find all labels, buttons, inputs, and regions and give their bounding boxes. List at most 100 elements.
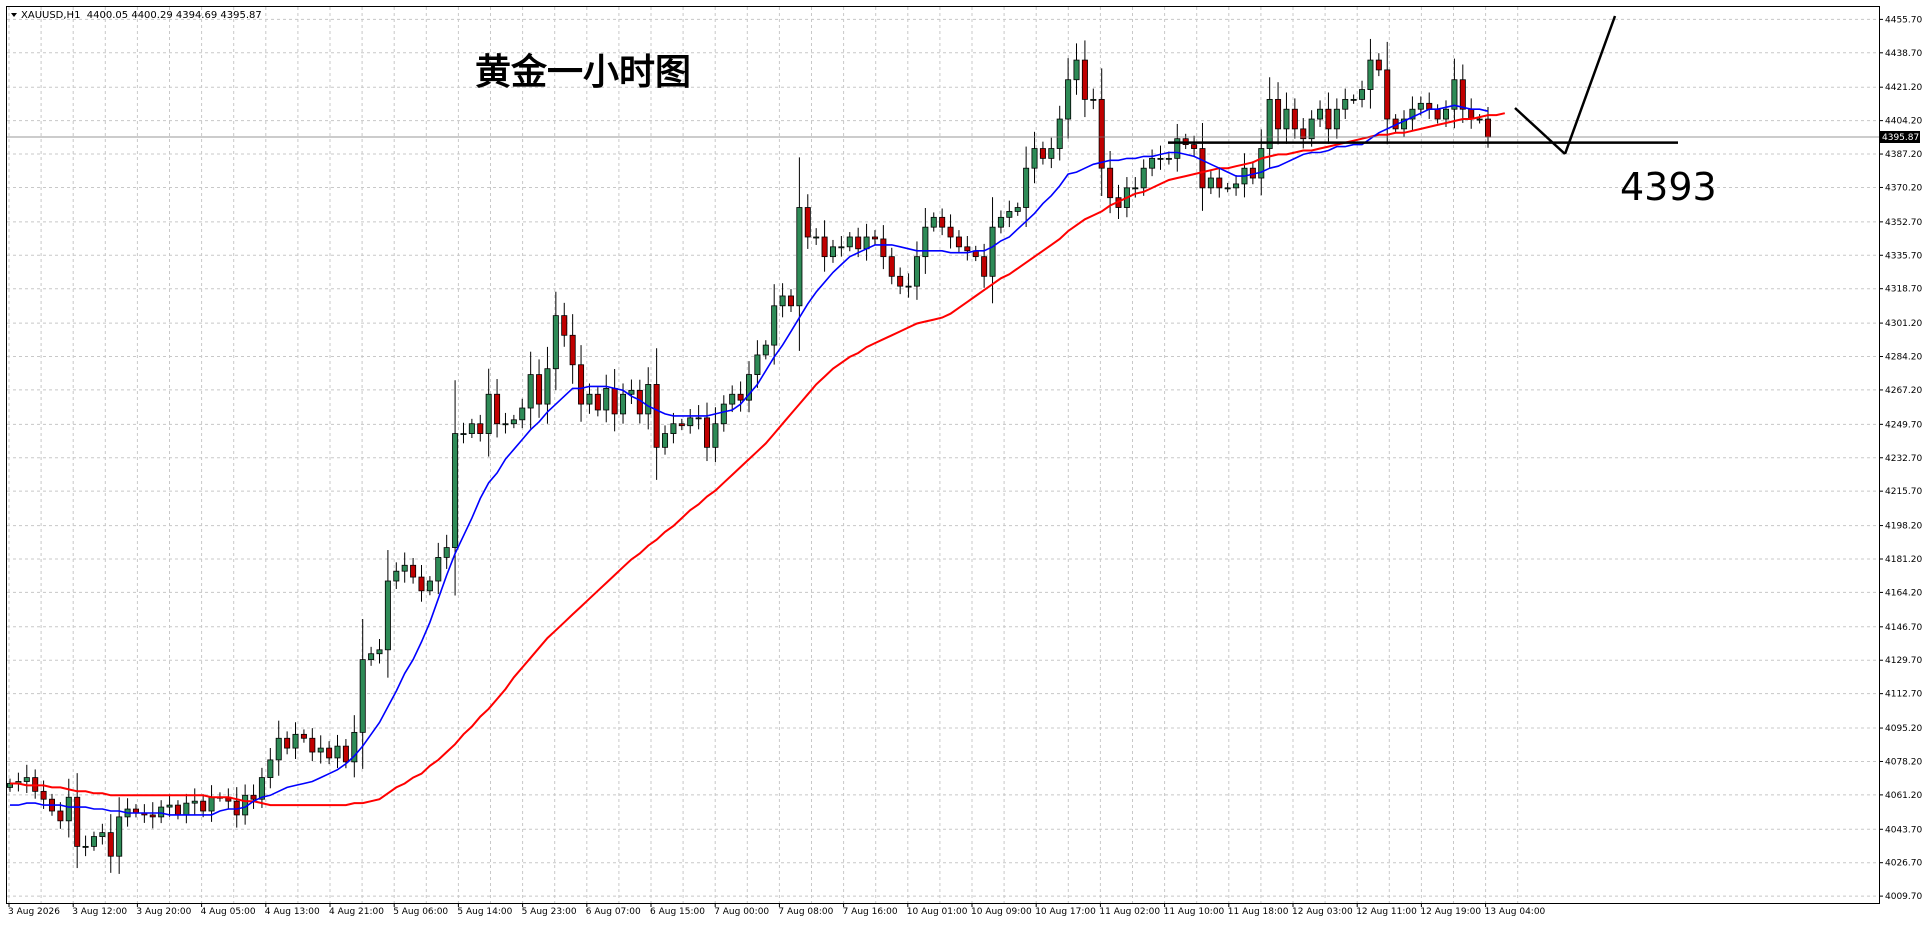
candle [955, 230, 962, 254]
projection-line-up[interactable] [1563, 15, 1617, 155]
candle [309, 728, 316, 762]
candle-body [452, 433, 459, 548]
candle [1081, 40, 1088, 118]
candle [745, 361, 753, 413]
candle [939, 208, 946, 236]
candle [1065, 58, 1072, 139]
candle-body [1140, 167, 1147, 189]
candle [485, 368, 492, 457]
candle [443, 534, 450, 569]
candle-body [158, 806, 165, 818]
candle [351, 715, 358, 778]
x-tick-label: 3 Aug 2026 [8, 907, 60, 917]
candlestick-series [6, 38, 1492, 874]
candle-body [804, 207, 811, 238]
candle [569, 314, 576, 384]
candle [578, 345, 585, 422]
candle-body [443, 547, 450, 558]
x-tick-label: 4 Aug 13:00 [265, 907, 320, 917]
candle [922, 208, 929, 274]
time-axis[interactable]: 3 Aug 2026 3 Aug 12:00 3 Aug 20:00 4 Aug 05… [8, 903, 1546, 917]
candle-body [871, 236, 878, 240]
candle-body [1384, 69, 1391, 120]
price-axis[interactable]: 4455.70 4438.70 4421.20 4404.20 4387.20 4370.… [1879, 15, 1922, 902]
candle [1107, 150, 1114, 214]
candle-body [426, 580, 433, 592]
candle [720, 395, 727, 432]
candle [821, 220, 828, 272]
candle [1073, 43, 1080, 95]
candle-body [1165, 157, 1172, 160]
candle-body [913, 256, 920, 287]
candle [762, 340, 769, 360]
candle-body [342, 745, 349, 763]
candle-body [107, 832, 114, 857]
candle [494, 379, 501, 438]
candle-body [99, 832, 106, 837]
x-tick-label: 10 Aug 09:00 [971, 907, 1032, 917]
candle [586, 383, 593, 414]
x-tick-label: 10 Aug 01:00 [907, 907, 968, 917]
x-tick-label: 6 Aug 07:00 [586, 907, 641, 917]
candle [317, 735, 324, 764]
candle-body [1476, 118, 1483, 121]
candle-body [359, 659, 366, 733]
candle [359, 619, 366, 769]
y-tick-label: 4232.70 [1885, 454, 1922, 464]
candle-body [527, 374, 534, 409]
candle [1165, 151, 1172, 165]
x-tick-label: 7 Aug 08:00 [778, 907, 833, 917]
candle [1333, 98, 1340, 139]
x-tick-label: 11 Aug 18:00 [1228, 907, 1289, 917]
symbol-dropdown-icon[interactable] [11, 13, 17, 17]
candle [871, 230, 878, 246]
candle-body [754, 354, 761, 375]
candle-body [846, 236, 853, 248]
candle [729, 385, 736, 413]
candle [1014, 202, 1021, 216]
candle [74, 773, 81, 869]
y-tick-label: 4335.70 [1885, 251, 1922, 261]
support-level [7, 136, 1879, 144]
candle-body [586, 393, 593, 405]
symbol-info: XAUUSD,H1 4400.05 4400.29 4394.69 4395.8… [21, 10, 262, 21]
candle [200, 794, 207, 818]
candle [1098, 68, 1105, 197]
candle [1375, 53, 1382, 77]
candle-body [1149, 157, 1156, 169]
candle-body [737, 393, 744, 401]
candle-body [1300, 128, 1307, 140]
candle-body [90, 836, 97, 847]
candle-body [779, 295, 786, 307]
candle-body [1291, 108, 1298, 130]
candle [737, 381, 744, 412]
projection-line-down[interactable] [1514, 107, 1566, 155]
candle-body [645, 384, 652, 415]
candle-body [603, 387, 610, 411]
candle [502, 412, 509, 434]
candle-body [267, 759, 274, 778]
candle [838, 236, 845, 257]
candle-body [1409, 108, 1416, 120]
candle-body [309, 737, 316, 753]
candle [510, 414, 517, 429]
candle [1090, 88, 1097, 110]
candle-body [292, 733, 299, 749]
candle-body [1056, 118, 1063, 149]
x-tick-label: 7 Aug 00:00 [714, 907, 769, 917]
candle-body [494, 393, 501, 425]
candle-body [519, 407, 526, 421]
candle-body [74, 796, 81, 847]
candle [552, 291, 559, 391]
candle-body [393, 570, 400, 582]
candle [561, 302, 568, 347]
candle [897, 267, 904, 295]
candle-body [200, 800, 207, 812]
candle [754, 340, 761, 388]
candle-body [1443, 108, 1450, 120]
candle [1476, 114, 1483, 124]
candle-body [947, 226, 954, 238]
candle [393, 562, 400, 589]
candle-body [1375, 59, 1382, 71]
